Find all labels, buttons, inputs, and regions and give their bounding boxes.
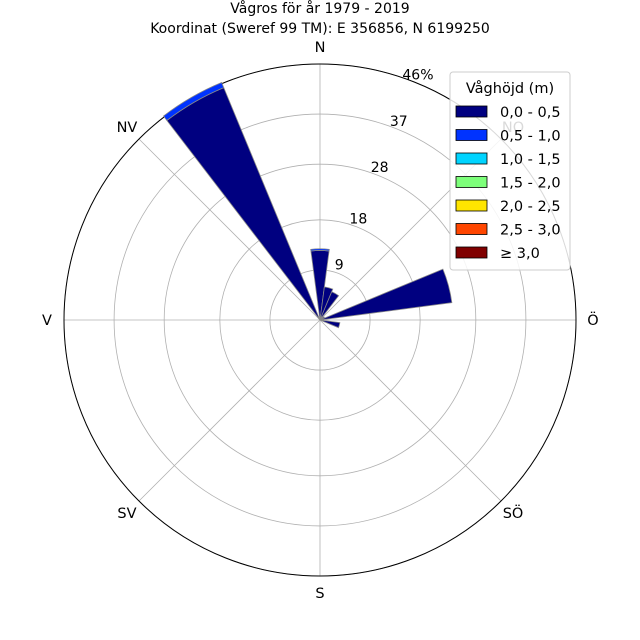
radial-tick-label: 18 xyxy=(349,211,367,227)
radial-tick-labels: 9 18 28 37 46% xyxy=(335,67,434,273)
direction-label: NV xyxy=(117,120,138,136)
legend-swatch xyxy=(455,176,488,188)
direction-label: SV xyxy=(117,506,136,522)
bar-330-bin-0 xyxy=(166,87,321,321)
bar-30-bin-0 xyxy=(319,291,340,321)
grid-ring-3 xyxy=(113,113,527,527)
legend-swatch xyxy=(455,129,488,141)
outer-ring xyxy=(63,63,577,577)
bar-330-bin-1 xyxy=(162,81,225,121)
legend-title: Våghöjd (m) xyxy=(466,80,554,97)
legend-swatch xyxy=(455,246,488,259)
direction-label: SÖ xyxy=(503,504,524,522)
radial-tick-label: 37 xyxy=(390,114,408,130)
direction-label: V xyxy=(42,313,52,329)
legend: Våghöjd (m) 0,0 - 0,5 0,5 - 1,0 1,0 - 1,5 1… xyxy=(449,71,571,271)
chart-subtitle: Koordinat (Sweref 99 TM): E 356856, N 61… xyxy=(150,21,490,37)
legend-label: 0,0 - 0,5 xyxy=(500,105,561,121)
legend-label: ≥ 3,0 xyxy=(500,246,540,262)
legend-swatch xyxy=(455,105,488,118)
legend-label: 2,5 - 3,0 xyxy=(500,223,561,239)
chart-title: Vågros för år 1979 - 2019 xyxy=(230,0,409,17)
legend-label: 0,5 - 1,0 xyxy=(500,129,561,145)
radial-tick-label: 9 xyxy=(335,258,344,274)
legend-frame xyxy=(449,71,571,271)
grid-spoke-7 xyxy=(138,138,321,321)
legend-entries: 0,0 - 0,5 0,5 - 1,0 1,0 - 1,5 1,5 - 2,0 2,0 … xyxy=(455,105,561,262)
direction-label: S xyxy=(315,586,324,602)
legend-swatch xyxy=(455,223,488,235)
polar-grid xyxy=(63,63,577,577)
radial-tick-label: 28 xyxy=(371,160,389,176)
direction-label: N xyxy=(315,40,326,56)
grid-ring-2 xyxy=(163,163,477,477)
grid-spoke-5 xyxy=(138,319,321,502)
legend-swatch xyxy=(455,199,488,212)
legend-label: 2,0 - 2,5 xyxy=(500,199,561,215)
radial-tick-label: 46% xyxy=(402,67,433,83)
legend-label: 1,5 - 2,0 xyxy=(500,176,561,192)
legend-swatch xyxy=(455,152,488,165)
bar-0-bin-1 xyxy=(310,248,330,252)
grid-ring-1 xyxy=(219,219,421,421)
grid-spoke-3 xyxy=(319,319,502,502)
direction-label: Ö xyxy=(587,311,598,329)
bar-105-bin-0 xyxy=(319,319,341,329)
legend-label: 1,0 - 1,5 xyxy=(500,152,561,168)
wave-rose-bars xyxy=(162,81,453,329)
bar-75-bin-0 xyxy=(319,268,453,321)
